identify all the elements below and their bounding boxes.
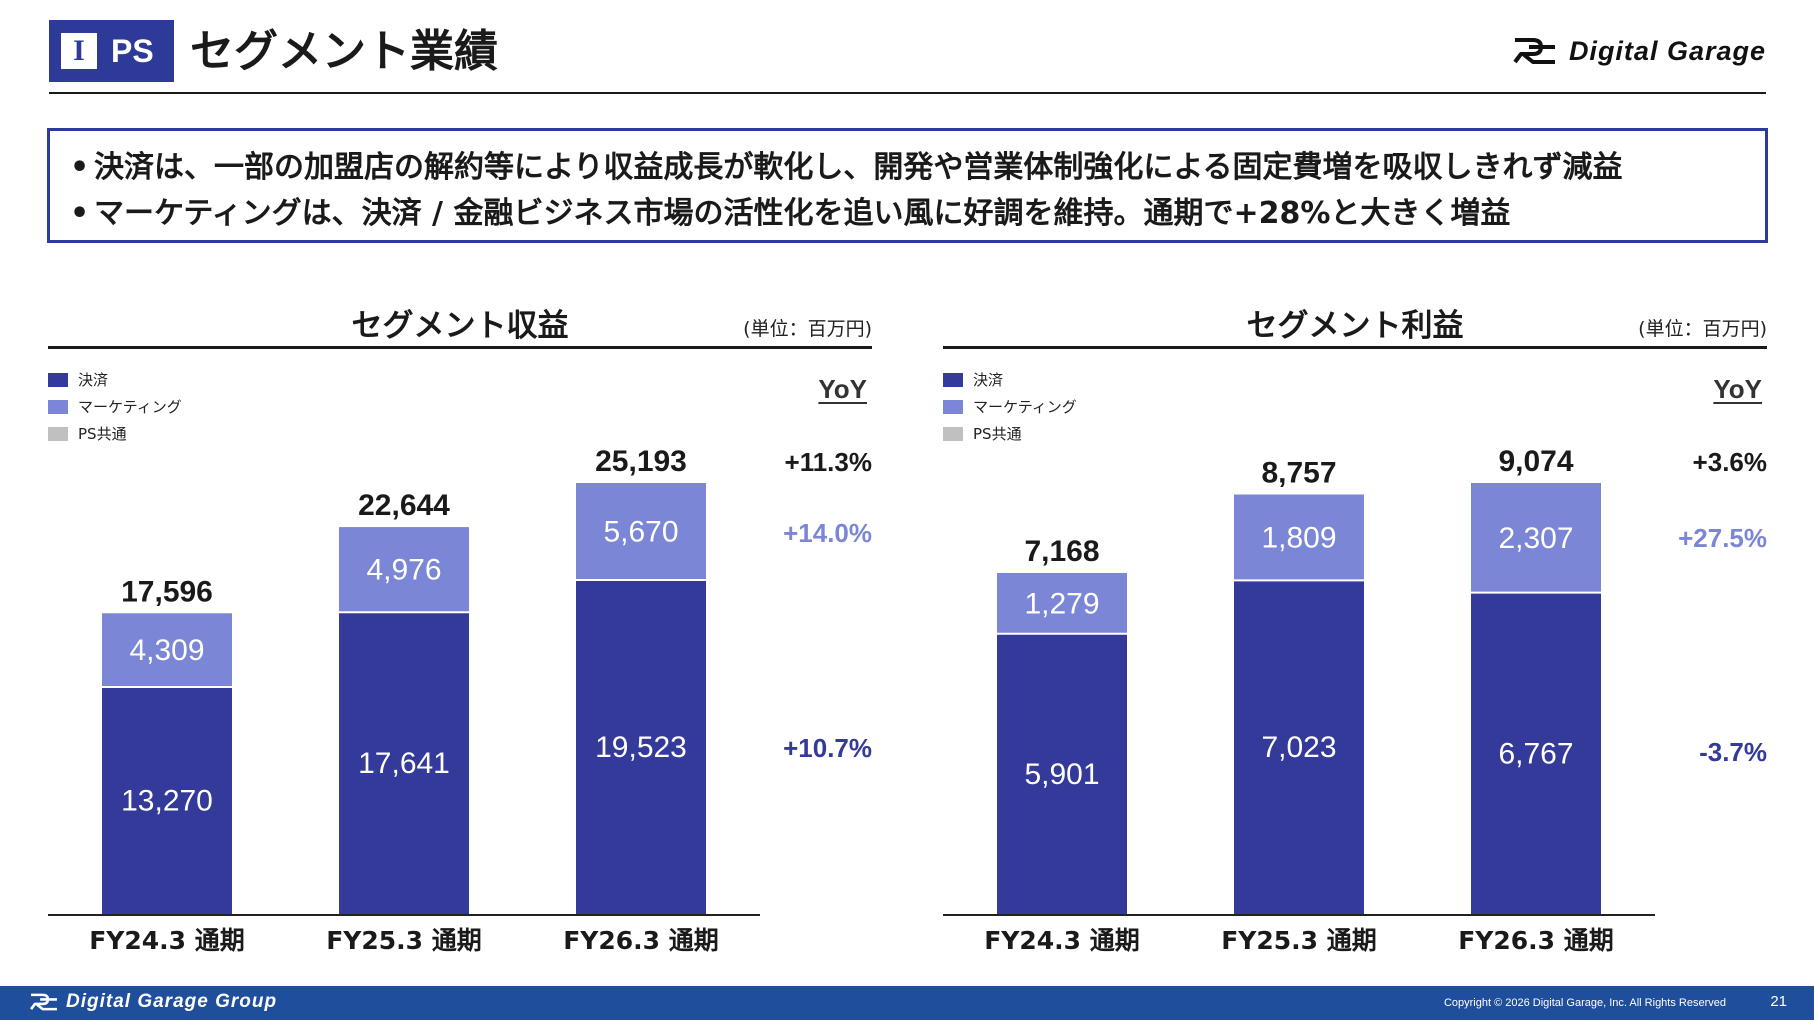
page-title: セグメント業績 [190, 26, 498, 77]
bar-marketing [997, 572, 1127, 634]
yoy-marketing: +14.0% [783, 518, 872, 548]
revenue-chart: 13,270 4,309 17,596 FY24.3 通期 17,641 4,976 22,… [48, 445, 760, 955]
section-number: I [61, 33, 97, 69]
legend-swatch [48, 426, 68, 441]
legend-item-ps-common: PS共通 [943, 420, 1077, 447]
bar-marketing [576, 483, 706, 581]
label-payment: 19,523 [595, 731, 687, 764]
bar-payment [339, 612, 469, 914]
legend-item-payment: 決済 [48, 366, 182, 393]
x-tick-label: FY25.3 通期 [1221, 926, 1377, 955]
x-tick-label: FY26.3 通期 [563, 926, 719, 955]
footer-brand: Digital Garage Group [28, 991, 277, 1013]
legend-label: マーケティング [78, 398, 182, 416]
chart-unit: (単位：百万円) [1638, 318, 1767, 340]
summary-text: 決済は、一部の加盟店の解約等により収益成長が軟化し、開発や営業体制強化による固定… [94, 150, 1623, 185]
label-total: 22,644 [358, 489, 450, 522]
legend-swatch [48, 399, 68, 414]
footer-brand-name: Digital Garage Group [66, 991, 278, 1012]
label-marketing: 1,279 [1024, 587, 1099, 620]
bar-marketing [1471, 483, 1601, 593]
legend-label: 決済 [78, 371, 109, 389]
x-tick-label: FY26.3 通期 [1458, 926, 1614, 955]
chart-title: セグメント利益 [1246, 308, 1464, 344]
x-tick-label: FY25.3 通期 [326, 926, 482, 955]
label-payment: 7,023 [1261, 731, 1336, 764]
profit-chart: 5,901 1,279 7,168 FY24.3 通期 7,023 1,809 8,757 F… [943, 445, 1655, 955]
summary-box: • 決済は、一部の加盟店の解約等により収益成長が軟化し、開発や営業体制強化による固… [47, 128, 1768, 243]
profit-chart-panel: 5,901 1,279 7,168 FY24.3 通期 7,023 1,809 8,757 F… [943, 290, 1767, 970]
summary-text: マーケティングは、決済 / 金融ビジネス市場の活性化を追い風に好調を維持。通期で… [94, 196, 1511, 231]
footer-bar: Digital Garage Group Copyright © 2026 Di… [0, 986, 1814, 1020]
x-tick-label: FY24.3 通期 [984, 926, 1140, 955]
bar-marketing [1234, 494, 1364, 581]
page-number: 21 [1770, 993, 1787, 1010]
yoy-heading: YoY [1713, 374, 1762, 404]
summary-line: • マーケティングは、決済 / 金融ビジネス市場の活性化を追い風に好調を維持。通期… [70, 191, 1765, 237]
yoy-total: +11.3% [784, 447, 872, 477]
yoy-payment: +10.7% [783, 733, 872, 763]
chart-legend: 決済 マーケティング PS共通 [943, 366, 1077, 447]
legend-item-ps-common: PS共通 [48, 420, 182, 447]
company-name: Digital Garage [1568, 35, 1766, 66]
section-badge: I PS [49, 20, 174, 82]
bar-marketing [339, 527, 469, 613]
legend-label: マーケティング [973, 398, 1077, 416]
dg-logo-icon [1513, 38, 1555, 64]
label-total: 25,193 [595, 445, 687, 478]
label-marketing: 4,976 [366, 554, 441, 587]
header-divider [49, 92, 1766, 94]
bar-payment [1471, 592, 1601, 914]
legend-swatch [943, 399, 963, 414]
chart-title-rule [48, 346, 872, 349]
label-marketing: 1,809 [1261, 521, 1336, 554]
label-payment: 13,270 [121, 784, 213, 817]
legend-item-marketing: マーケティング [943, 393, 1077, 420]
bar-payment [102, 686, 232, 914]
bullet: • [70, 150, 90, 185]
bullet: • [70, 196, 90, 231]
yoy-marketing: +27.5% [1678, 523, 1767, 553]
bar-marketing [102, 613, 232, 687]
legend-item-payment: 決済 [943, 366, 1077, 393]
legend-item-marketing: マーケティング [48, 393, 182, 420]
yoy-heading: YoY [818, 374, 867, 404]
summary-line: • 決済は、一部の加盟店の解約等により収益成長が軟化し、開発や営業体制強化による固… [70, 145, 1765, 191]
revenue-chart-panel: 13,270 4,309 17,596 FY24.3 通期 17,641 4,976 22,… [48, 290, 872, 970]
copyright: Copyright © 2026 Digital Garage, Inc. Al… [1443, 997, 1726, 1009]
label-total: 17,596 [121, 575, 213, 608]
label-total: 9,074 [1498, 445, 1573, 478]
label-payment: 17,641 [358, 747, 450, 780]
label-total: 8,757 [1261, 456, 1336, 489]
x-tick-label: FY24.3 通期 [89, 926, 245, 955]
yoy-total: +3.6% [1692, 447, 1767, 477]
label-marketing: 2,307 [1498, 522, 1573, 555]
legend-swatch [48, 372, 68, 387]
label-marketing: 5,670 [603, 516, 678, 549]
yoy-payment: -3.7% [1699, 737, 1767, 767]
bar-payment [997, 633, 1127, 914]
legend-swatch [943, 426, 963, 441]
chart-unit: (単位：百万円) [743, 318, 872, 340]
bar-payment [1234, 580, 1364, 914]
label-marketing: 4,309 [129, 634, 204, 667]
label-payment: 6,767 [1498, 737, 1573, 770]
company-logo: Digital Garage [1511, 34, 1766, 68]
legend-label: PS共通 [973, 425, 1022, 443]
chart-title-rule [943, 346, 1767, 349]
legend-label: 決済 [973, 371, 1004, 389]
section-label: PS [111, 32, 154, 69]
legend-swatch [943, 372, 963, 387]
label-total: 7,168 [1024, 535, 1099, 568]
chart-title: セグメント収益 [351, 308, 569, 344]
label-payment: 5,901 [1024, 758, 1099, 791]
bar-payment [576, 580, 706, 914]
chart-legend: 決済 マーケティング PS共通 [48, 366, 182, 447]
dg-logo-icon [30, 993, 57, 1011]
legend-label: PS共通 [78, 425, 127, 443]
